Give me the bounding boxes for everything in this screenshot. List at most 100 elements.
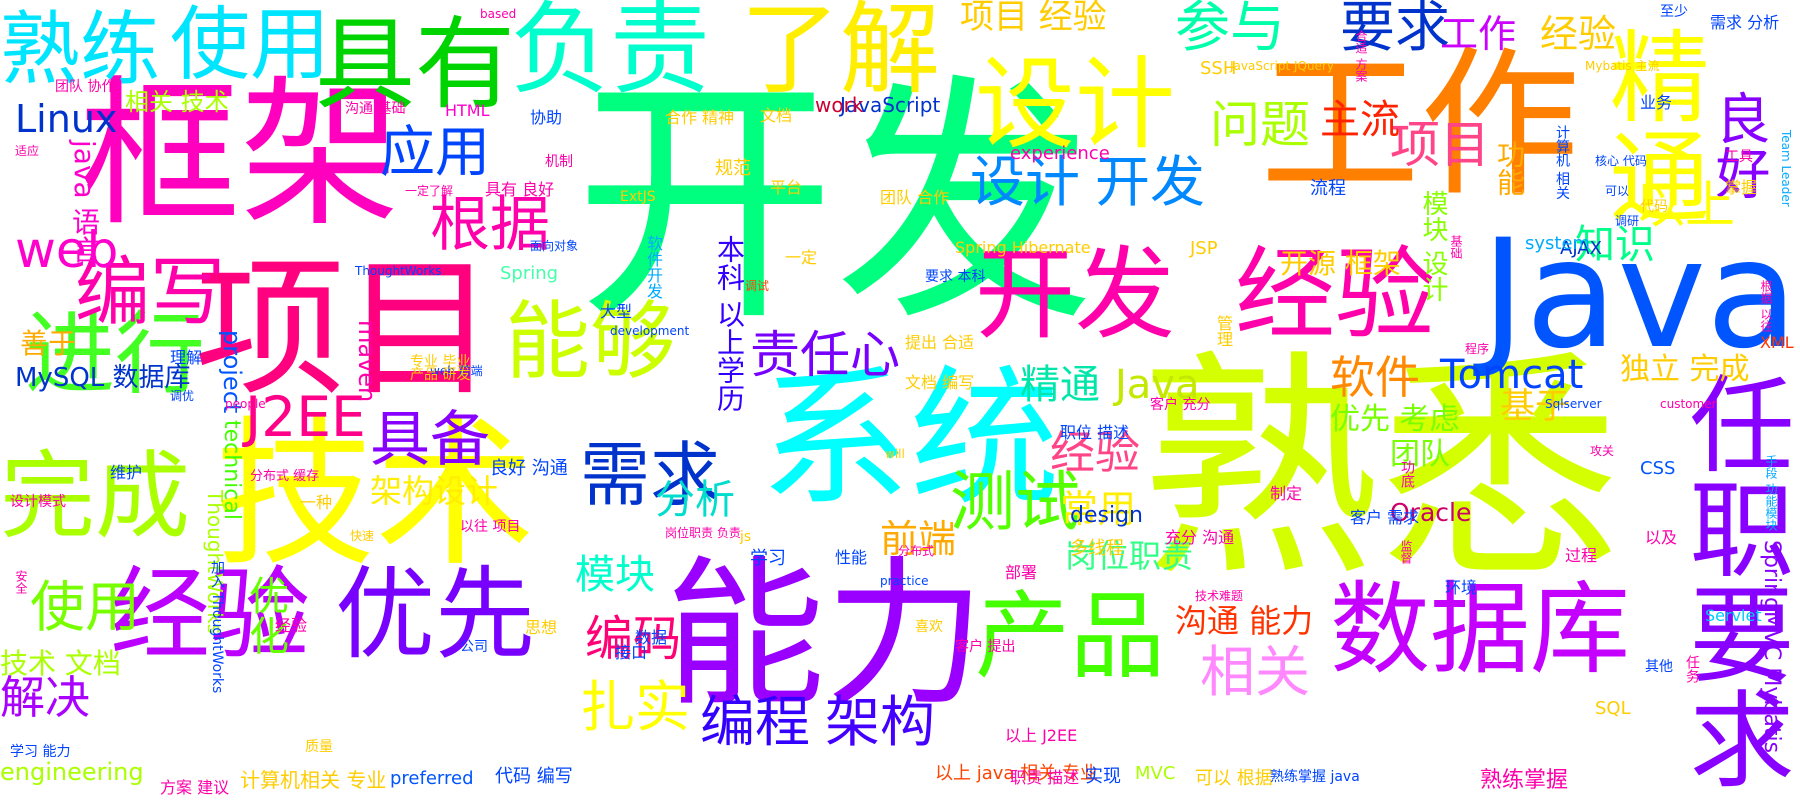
cloud-word: web 前端: [430, 364, 483, 378]
cloud-word: 协助: [530, 108, 563, 127]
cloud-word: 主流: [1320, 97, 1400, 143]
cloud-word: 沟通 能力: [1175, 602, 1314, 640]
cloud-word: 专业 毕业: [410, 354, 471, 370]
cloud-word: system: [1525, 233, 1591, 254]
cloud-word: Servlet: [1705, 606, 1762, 625]
cloud-word: 需求 分析: [1710, 13, 1780, 32]
cloud-word: design: [1070, 503, 1143, 528]
cloud-word: 团队: [1390, 437, 1450, 472]
cloud-word: 环境: [1445, 578, 1478, 597]
cloud-word: 以及: [1645, 528, 1678, 547]
cloud-word: 计算机相关 专业: [240, 768, 387, 792]
cloud-word: customer: [1660, 397, 1717, 411]
cloud-word: project: [218, 330, 246, 414]
cloud-word: 可以 根据: [1195, 768, 1273, 789]
cloud-word: 基于: [1500, 387, 1571, 427]
cloud-word: 提出 合适: [905, 333, 975, 352]
cloud-word: 适应: [15, 144, 40, 158]
cloud-word: 学习 能力: [10, 744, 71, 760]
cloud-word: 快速: [350, 529, 375, 543]
cloud-word: 知识: [1575, 222, 1655, 268]
cloud-word: 进行: [25, 302, 205, 407]
cloud-word: 合作 精神: [665, 108, 735, 127]
cloud-word: 规范: [715, 158, 751, 179]
cloud-word: 分析: [655, 477, 735, 523]
cloud-word: experience: [1010, 143, 1110, 164]
cloud-word: 监督: [1399, 540, 1413, 564]
cloud-word: js: [740, 529, 752, 545]
cloud-word: 可以: [1605, 184, 1630, 198]
cloud-word: ExtJS: [620, 189, 656, 205]
cloud-word: 责任心: [750, 326, 900, 384]
cloud-word: 要求: [1340, 0, 1451, 59]
cloud-word: 设计: [970, 150, 1081, 214]
cloud-word: 调优: [170, 389, 195, 403]
cloud-word: maven: [353, 320, 381, 403]
cloud-word: 方案 建议: [160, 778, 230, 797]
cloud-word: 至少: [1660, 4, 1688, 20]
cloud-word: 沟通 基础: [345, 101, 406, 117]
cloud-word: J2EE: [245, 385, 366, 449]
cloud-word: 质量: [305, 739, 333, 755]
cloud-word: 经验: [275, 616, 308, 635]
cloud-word: 需求: [580, 434, 720, 516]
cloud-word: 喜欢: [915, 619, 943, 635]
cloud-word: 项目: [1390, 116, 1490, 174]
cloud-word: 团队 协作: [55, 79, 116, 95]
cloud-word: 负责: [510, 0, 710, 108]
cloud-word: 核心 代码: [1595, 154, 1647, 168]
cloud-word: 平台: [770, 178, 803, 197]
cloud-word: 实现: [1085, 766, 1121, 787]
cloud-word: Team Leader: [1779, 130, 1793, 207]
cloud-word: 过程: [1565, 546, 1598, 565]
cloud-word: 独立 完成: [1620, 352, 1750, 387]
cloud-word: 技术: [215, 401, 536, 588]
cloud-word: 文档: [760, 106, 793, 125]
cloud-word: 充分 沟通: [1165, 528, 1235, 547]
cloud-word: 面向对象: [530, 239, 579, 253]
cloud-word: engineering: [0, 758, 144, 786]
cloud-word: 根据 以往: [1759, 280, 1773, 332]
cloud-word: 客户 需求: [1350, 508, 1420, 527]
cloud-word: 解决: [0, 671, 91, 724]
cloud-word: 编写: [75, 248, 226, 336]
cloud-word: work: [815, 93, 864, 117]
cloud-word: 程序: [1465, 342, 1490, 356]
cloud-word: 系统: [760, 353, 1061, 527]
cloud-word: 以往 项目: [460, 519, 521, 535]
cloud-word: 掌握: [1725, 178, 1758, 197]
cloud-word: 一定: [785, 248, 818, 267]
cloud-word: 学习: [750, 548, 786, 569]
cloud-word: 经验: [1540, 12, 1617, 56]
cloud-word: 优化: [242, 575, 288, 655]
cloud-word: JSP: [1190, 238, 1218, 259]
cloud-word: CSS: [1640, 458, 1676, 479]
cloud-word: 优先: [335, 556, 535, 673]
cloud-word: 手段 功能模块: [1764, 455, 1778, 531]
cloud-word: 产品: [975, 582, 1166, 692]
cloud-word: 部署: [1005, 563, 1038, 582]
cloud-word: 扎实: [580, 675, 691, 739]
cloud-word: 开发: [975, 236, 1175, 353]
cloud-word: 开源 框架: [1280, 247, 1401, 280]
cloud-word: 合适 方案: [1354, 30, 1368, 82]
cloud-word: 任职要求: [1672, 370, 1794, 790]
cloud-word: 流程: [1310, 178, 1346, 199]
cloud-word: 任务: [1684, 655, 1700, 683]
cloud-word: 工具: [1725, 149, 1753, 165]
cloud-word: 数据: [635, 628, 668, 647]
cloud-word: 代码: [1640, 199, 1668, 215]
cloud-word: 具有 良好: [485, 180, 555, 199]
cloud-word: AJAX: [1560, 238, 1602, 259]
cloud-word: 职责 描述: [1010, 768, 1080, 787]
cloud-word: 架构设计: [370, 472, 499, 510]
cloud-word: 善于: [20, 327, 77, 360]
cloud-word: 接口: [615, 643, 648, 662]
cloud-word: 设计: [975, 46, 1175, 163]
cloud-word: Oracle: [1390, 498, 1472, 527]
cloud-word: 功能: [1493, 140, 1526, 196]
cloud-word: will: [885, 447, 905, 461]
cloud-word: 一定了解: [405, 184, 454, 198]
cloud-word: 岗位职责 负责: [665, 526, 741, 540]
cloud-word: people: [225, 397, 266, 411]
